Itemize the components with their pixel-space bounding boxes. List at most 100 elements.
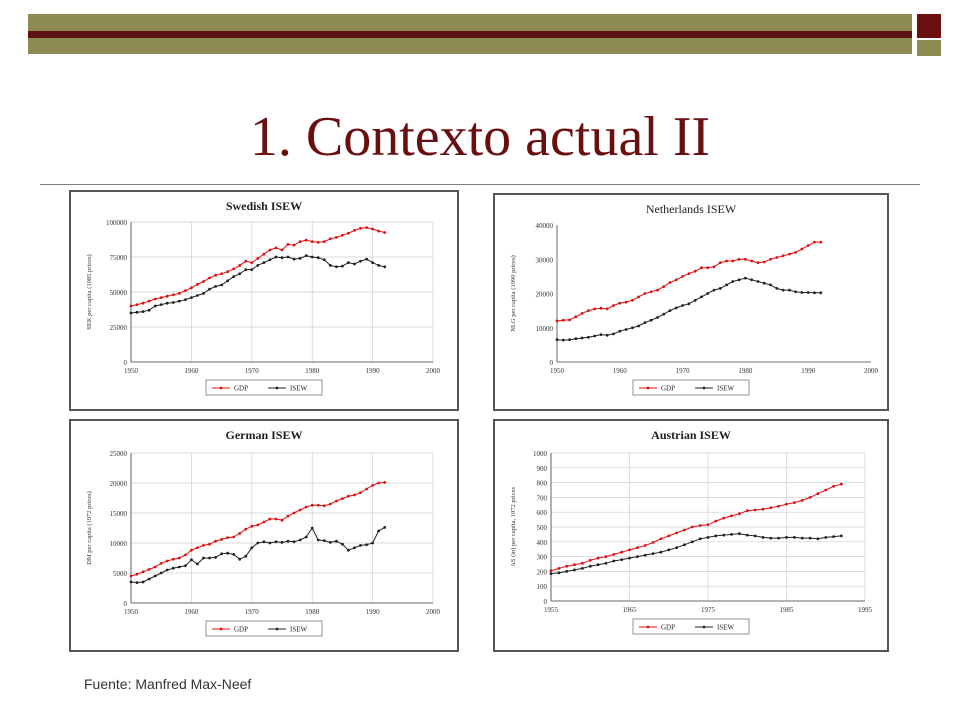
data-point-isew [135, 581, 139, 584]
data-point-isew [785, 536, 788, 539]
x-tick-label: 1990 [801, 367, 816, 375]
data-point-isew [587, 335, 590, 339]
data-point-isew [316, 256, 320, 260]
data-point-isew [365, 543, 368, 547]
data-point-isew [286, 539, 290, 543]
data-point-isew [353, 546, 356, 550]
data-point-isew [568, 338, 571, 342]
data-point-isew [718, 287, 722, 290]
y-tick-label: 100 [537, 583, 548, 591]
data-point-gdp [310, 503, 314, 507]
data-point-isew [681, 304, 684, 307]
data-point-isew [565, 570, 569, 573]
data-point-isew [832, 535, 835, 538]
data-point-gdp [147, 299, 151, 303]
legend-marker [219, 627, 223, 631]
legend-label: GDP [234, 385, 248, 393]
data-point-gdp [316, 240, 320, 244]
legend-marker [702, 386, 706, 390]
data-point-isew [371, 261, 374, 264]
data-point-gdp [636, 546, 639, 550]
data-point-gdp [753, 508, 757, 512]
data-point-isew [147, 577, 151, 581]
data-point-gdp [298, 240, 302, 243]
data-point-gdp [816, 492, 820, 496]
data-point-gdp [171, 293, 175, 297]
y-tick-label: 10000 [536, 325, 554, 333]
data-point-gdp [365, 487, 368, 491]
data-point-gdp [800, 247, 804, 251]
legend-marker [275, 627, 279, 631]
data-point-isew [555, 338, 559, 342]
data-point-gdp [135, 572, 139, 576]
data-point-gdp [250, 524, 254, 528]
data-point-gdp [808, 496, 812, 499]
data-point-isew [190, 296, 193, 299]
data-point-isew [637, 324, 640, 328]
x-tick-label: 1985 [780, 606, 795, 614]
data-point-isew [268, 258, 272, 262]
data-point-gdp [159, 296, 163, 299]
data-point-gdp [141, 301, 145, 305]
data-point-gdp [244, 259, 248, 263]
data-point-gdp [202, 280, 205, 283]
data-point-isew [624, 328, 628, 331]
data-point-gdp [730, 514, 733, 518]
data-point-isew [769, 536, 773, 540]
data-point-gdp [761, 507, 765, 511]
data-point-isew [292, 257, 296, 261]
data-point-isew [214, 285, 218, 288]
data-point-gdp [712, 265, 716, 269]
data-point-isew [668, 309, 672, 312]
x-tick-label: 1980 [305, 608, 320, 616]
data-point-isew [674, 306, 678, 310]
y-tick-label: 400 [537, 539, 548, 547]
data-point-gdp [561, 318, 565, 322]
legend-marker [646, 386, 650, 390]
data-point-gdp [714, 519, 718, 523]
x-tick-label: 1965 [623, 606, 638, 614]
legend-box [632, 618, 750, 635]
data-point-isew [675, 546, 678, 550]
data-point-gdp [793, 501, 796, 504]
y-tick-label: 1000 [533, 450, 548, 458]
data-point-isew [800, 536, 804, 540]
data-point-isew [208, 287, 211, 291]
data-point-isew [693, 298, 697, 302]
data-point-isew [226, 551, 230, 555]
chart-german: German ISEW 0 5000 10000 15000 20000 25000 1950… [86, 428, 441, 637]
chart-title: German ISEW [225, 428, 302, 442]
y-tick-label: 15000 [110, 510, 128, 518]
data-point-isew [808, 536, 812, 540]
data-point-isew [794, 290, 797, 294]
data-point-gdp [184, 553, 187, 557]
slide-title: 1. Contexto actual II [249, 106, 711, 168]
data-point-gdp [184, 289, 187, 292]
legend-label: GDP [234, 626, 248, 634]
data-point-isew [840, 534, 843, 538]
chart-panel-german: German ISEW 0 5000 10000 15000 20000 25000 1950… [69, 419, 459, 652]
data-point-isew [147, 308, 151, 312]
chart-panel-swedish: Swedish ISEW 0 25000 50000 75000 100000 1950 19… [69, 190, 459, 411]
data-point-gdp [147, 568, 151, 571]
data-point-gdp [574, 315, 578, 319]
data-point-gdp [775, 256, 779, 259]
data-point-isew [280, 541, 284, 544]
data-point-gdp [683, 528, 686, 532]
data-point-gdp [377, 481, 380, 485]
data-point-gdp [819, 240, 823, 244]
data-point-gdp [232, 535, 236, 539]
data-point-isew [383, 265, 387, 269]
data-point-isew [165, 568, 169, 572]
data-point-gdp [769, 506, 773, 510]
series-line-isew [130, 526, 385, 584]
data-point-isew [683, 543, 686, 547]
legend-marker [219, 386, 223, 390]
data-point-isew [557, 571, 561, 575]
data-point-gdp [750, 259, 754, 263]
data-point-gdp [581, 561, 584, 565]
data-point-gdp [286, 243, 290, 246]
data-point-isew [813, 291, 816, 295]
data-point-gdp [573, 563, 576, 567]
data-point-isew [769, 283, 772, 287]
